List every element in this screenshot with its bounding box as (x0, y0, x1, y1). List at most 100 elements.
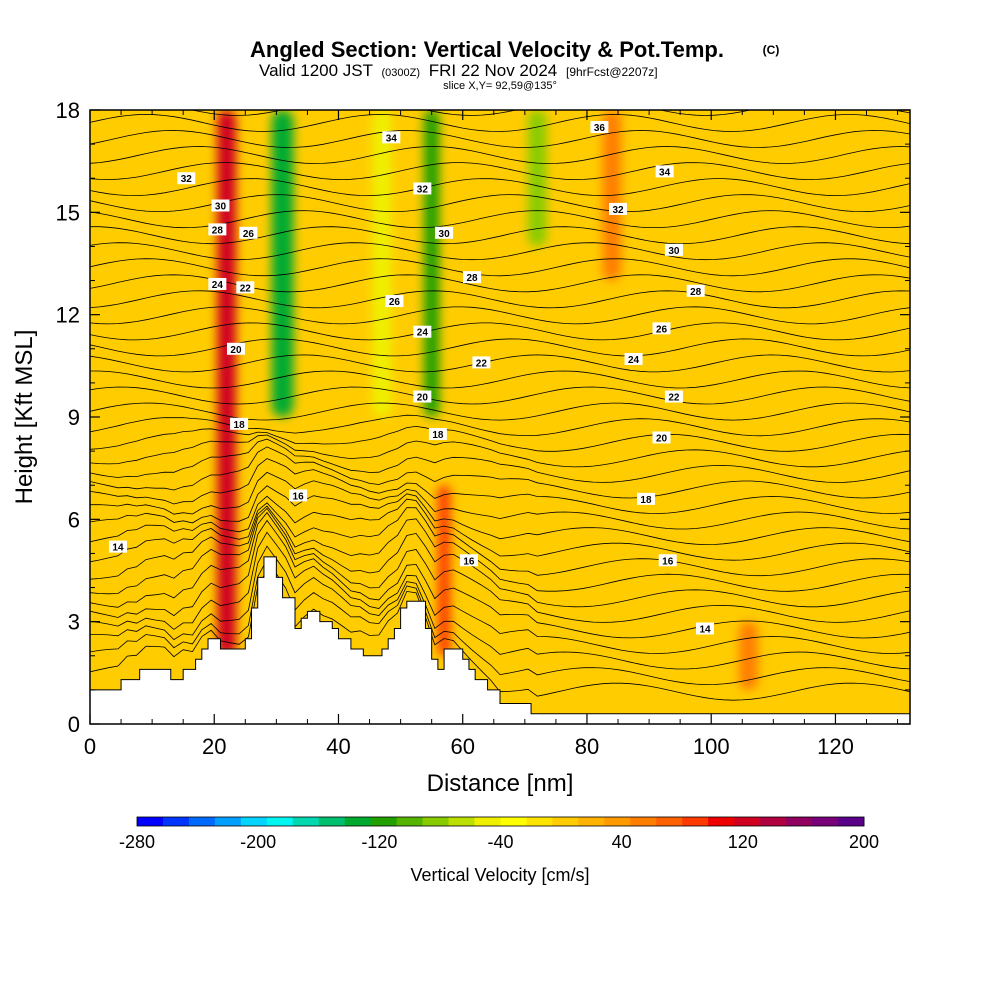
contour-label-text: 18 (640, 495, 652, 506)
contour-label-text: 20 (230, 345, 242, 356)
colorbar-swatch (734, 817, 761, 826)
valid-line: Valid 1200 JST (0300Z) FRI 22 Nov 2024 [… (259, 61, 658, 80)
contour-line (90, 414, 910, 437)
contour-label: 14 (696, 622, 714, 635)
chart-title: Angled Section: Vertical Velocity & Pot.… (250, 37, 724, 62)
colorbar-swatch (318, 817, 346, 826)
colorbar-swatch (422, 817, 450, 826)
velocity-cell (217, 110, 236, 656)
contour-line (90, 370, 910, 389)
contour-label: 20 (226, 342, 245, 356)
contour-line (90, 495, 910, 561)
y-tick-label: 6 (68, 507, 80, 532)
x-tick-label: 0 (84, 734, 96, 759)
contour-label: 34 (382, 131, 401, 144)
contour-label-text: 20 (417, 393, 429, 404)
contour-label: 32 (177, 172, 196, 185)
colorbar-tick-label: 40 (612, 832, 632, 852)
contour-line (90, 210, 910, 229)
y-tick-label: 18 (56, 98, 80, 123)
contour-label-bg (211, 199, 230, 212)
contour-line (90, 485, 910, 546)
colorbar-swatch (266, 817, 294, 826)
contour-label: 32 (413, 182, 432, 195)
contour-label-bg (230, 417, 249, 430)
contour-line (90, 471, 910, 530)
contour-label-text: 20 (656, 433, 668, 444)
contour-label-bg (652, 431, 671, 444)
contour-line (90, 242, 910, 261)
colorbar-swatch (344, 817, 372, 826)
colorbar-swatch (474, 817, 501, 826)
contour-label-text: 26 (389, 297, 401, 308)
contour-label-text: 14 (699, 624, 711, 635)
contour-label-text: 30 (215, 202, 227, 213)
contour-label-bg (472, 356, 491, 369)
contour-label-text: 28 (466, 273, 478, 284)
colorbar-swatch (162, 817, 190, 826)
contour-label-bg (208, 277, 227, 290)
colorbar-swatch (682, 817, 709, 826)
contour-line (90, 505, 910, 592)
contour-label-bg (385, 295, 404, 308)
contour-label: 24 (208, 277, 227, 291)
contour-line (90, 338, 910, 357)
contour-label: 36 (590, 121, 609, 134)
colorbar-frame (136, 816, 865, 827)
contour-label-bg (208, 223, 227, 236)
colorbar-swatch (812, 817, 839, 826)
colorbar-tick-label: -40 (487, 832, 513, 852)
contour-label: 14 (108, 540, 127, 554)
x-axis: 0 20 40 60 80 100 120 (84, 110, 899, 759)
colorbar-swatch (137, 817, 164, 826)
colorbar-swatch (630, 817, 657, 826)
contour-label: 20 (413, 390, 432, 404)
contour-label: 22 (472, 356, 491, 369)
contour-line (90, 434, 910, 468)
colorbar-swatch (500, 817, 527, 826)
contour-label-text: 14 (112, 543, 124, 554)
contour-label: 26 (652, 322, 671, 335)
velocity-field (217, 110, 758, 690)
contour-label: 32 (609, 202, 628, 216)
x-axis-label: Distance [nm] (427, 770, 574, 797)
contour-label-bg (624, 353, 643, 366)
title-mark: (C) (763, 43, 780, 57)
colorbar-swatch (552, 817, 579, 826)
contour-line (90, 290, 910, 309)
contour-line (90, 386, 910, 405)
y-tick-label: 3 (68, 610, 80, 635)
colorbar-tick-label: 200 (849, 832, 879, 852)
contour-label: 20 (652, 431, 671, 444)
contour-label: 30 (435, 226, 454, 240)
colorbar-swatch (604, 817, 631, 826)
colorbar-tick-label: 120 (728, 832, 758, 852)
contour-label-text: 24 (628, 355, 640, 366)
contour-label-bg (226, 342, 245, 355)
contour-label: 18 (428, 428, 447, 441)
colorbar-swatch (838, 817, 865, 826)
valid-small-a: (0300Z) (381, 67, 420, 79)
y-axis-label: Height [Kft MSL] (11, 330, 38, 505)
contour-line (90, 113, 910, 132)
contour-label: 16 (289, 489, 308, 502)
pot-temp-contours (90, 110, 910, 701)
contour-label-bg (655, 165, 674, 178)
contour-label-text: 34 (659, 167, 671, 178)
contour-line (90, 226, 910, 245)
contour-label: 34 (655, 165, 674, 178)
y-tick-label: 15 (56, 200, 80, 225)
contour-label-text: 22 (476, 358, 488, 369)
contour-label-text: 34 (386, 133, 398, 144)
contour-label-text: 32 (181, 174, 193, 185)
contour-label: 18 (230, 417, 249, 431)
colorbar-swatch (188, 817, 216, 826)
contour-label-text: 26 (243, 229, 255, 240)
contour-line (90, 322, 910, 341)
valid-main-a: Valid 1200 JST (259, 61, 373, 80)
colorbar-swatch (370, 817, 398, 826)
contour-label-text: 24 (212, 280, 224, 291)
colorbar-swatch (240, 817, 268, 826)
contour-line (90, 438, 910, 483)
